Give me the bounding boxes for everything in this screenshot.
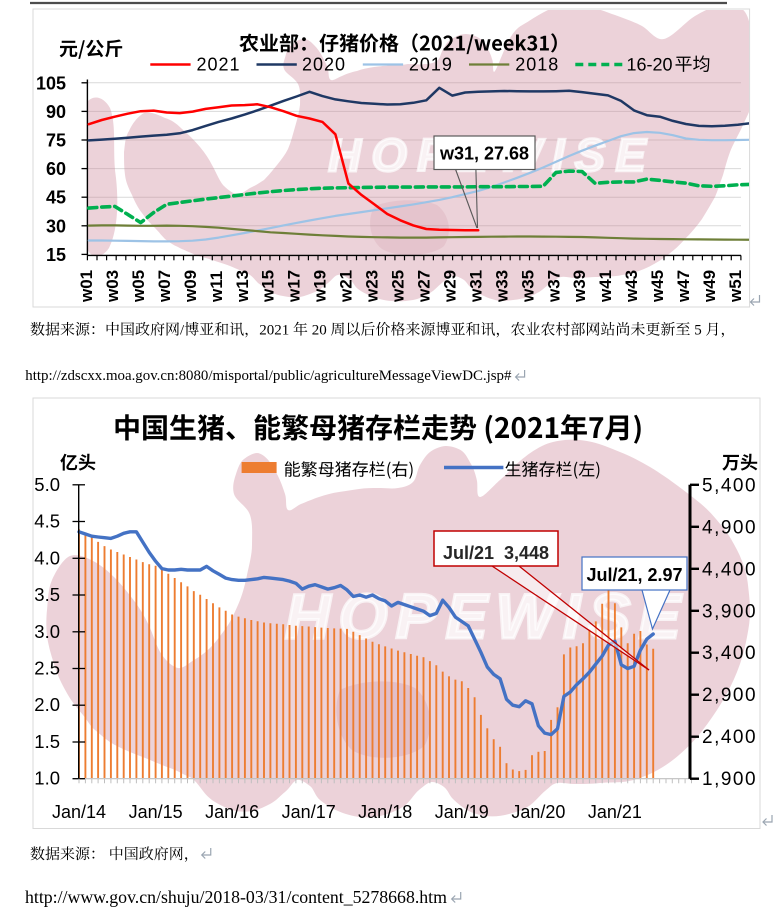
svg-text:1.0: 1.0 [34,768,60,789]
svg-text:4,900: 4,900 [702,517,757,538]
svg-text:105: 105 [36,73,66,93]
svg-text:w15: w15 [259,270,278,303]
svg-text:http://www.gov.cn/shuju/2018-0: http://www.gov.cn/shuju/2018-03/31/conte… [25,887,447,907]
svg-text:w37: w37 [544,270,563,303]
svg-text:/: / [180,323,185,339]
svg-text:w41: w41 [596,270,615,303]
svg-text:5: 5 [694,323,702,339]
svg-text:w13: w13 [233,270,252,303]
svg-text:w35: w35 [518,270,537,303]
svg-text:2.5: 2.5 [34,658,60,679]
svg-text:w27: w27 [415,270,434,303]
svg-text:15: 15 [46,245,66,265]
svg-text:4.5: 4.5 [34,511,60,532]
svg-text:3,900: 3,900 [702,601,757,622]
svg-text:w01: w01 [77,270,96,303]
svg-text:2,400: 2,400 [702,727,757,748]
svg-text:Jul/21, 2.97: Jul/21, 2.97 [586,565,682,585]
svg-text:1.5: 1.5 [34,731,60,752]
svg-text:Jan/21: Jan/21 [588,802,642,822]
svg-text:2018: 2018 [515,55,559,75]
svg-text:w17: w17 [285,270,304,303]
svg-text:60: 60 [46,159,66,179]
svg-text:w25: w25 [389,270,408,303]
svg-text:Jan/15: Jan/15 [129,802,183,822]
svg-text:w09: w09 [181,270,200,303]
svg-text:75: 75 [46,131,66,151]
svg-text:w49: w49 [700,270,719,303]
svg-text:w39: w39 [570,270,589,303]
svg-text:2020: 2020 [302,55,346,75]
svg-text:w31, 27.68: w31, 27.68 [439,144,529,164]
svg-text:2021: 2021 [197,55,241,75]
svg-text:Jan/14: Jan/14 [52,802,106,822]
svg-text:w07: w07 [155,270,174,303]
svg-text:w05: w05 [129,270,148,303]
svg-text:w47: w47 [674,270,693,303]
svg-text:90: 90 [46,102,66,122]
svg-text:5,400: 5,400 [702,475,757,496]
svg-text:Jan/20: Jan/20 [511,802,565,822]
svg-text:45: 45 [46,188,66,208]
svg-text:w23: w23 [363,270,382,303]
svg-text:4.0: 4.0 [34,547,60,568]
svg-text:5.0: 5.0 [34,474,60,495]
svg-text:4,400: 4,400 [702,559,757,580]
svg-text:3,400: 3,400 [702,643,757,664]
svg-text:2.0: 2.0 [34,694,60,715]
svg-text:w51: w51 [726,270,745,303]
svg-text:w29: w29 [440,270,459,303]
svg-text:2021: 2021 [259,323,289,339]
svg-text:Jan/17: Jan/17 [282,802,336,822]
svg-text:Jan/19: Jan/19 [435,802,489,822]
svg-text:w31: w31 [466,270,485,303]
svg-text:3.5: 3.5 [34,584,60,605]
svg-text:2019: 2019 [409,55,453,75]
svg-text:3.0: 3.0 [34,621,60,642]
svg-text:30: 30 [46,216,66,236]
svg-text:Jan/18: Jan/18 [358,802,412,822]
svg-text:1,900: 1,900 [702,769,757,790]
svg-text:20: 20 [312,323,327,339]
svg-text:2,900: 2,900 [702,685,757,706]
svg-text:Jul/21 3,448: Jul/21 3,448 [443,543,549,563]
svg-text:w21: w21 [337,270,356,303]
svg-text:Jan/16: Jan/16 [205,802,259,822]
svg-text:HOPEWISE: HOPEWISE [285,582,689,652]
svg-text:w03: w03 [103,270,122,303]
svg-text:w33: w33 [492,270,511,303]
svg-text:w43: w43 [622,270,641,303]
svg-text:w11: w11 [207,271,226,303]
svg-text:w45: w45 [648,270,667,303]
svg-text:w19: w19 [311,270,330,303]
svg-text:http://zdscxx.moa.gov.cn:8080/: http://zdscxx.moa.gov.cn:8080/misportal/… [25,368,512,384]
